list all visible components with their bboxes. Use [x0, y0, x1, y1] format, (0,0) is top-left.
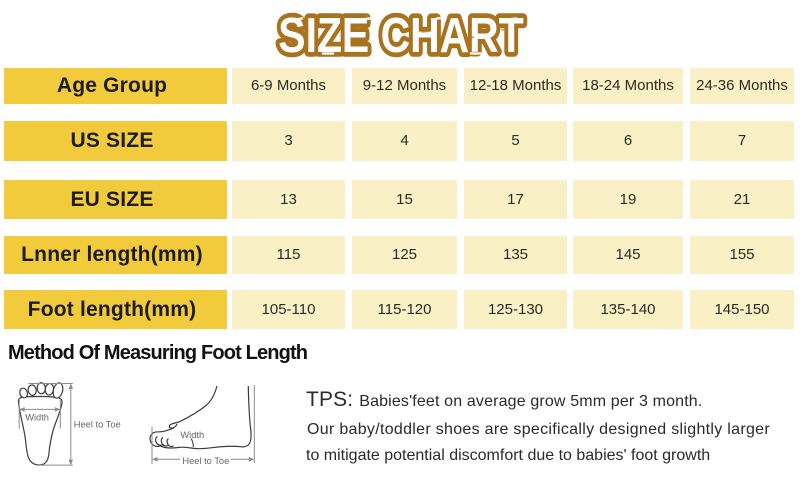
svg-text:SIZE CHART: SIZE CHART	[278, 7, 524, 62]
svg-text:Heel to Toe: Heel to Toe	[182, 456, 229, 466]
svg-text:Width: Width	[25, 413, 49, 423]
svg-text:Width: Width	[180, 430, 204, 440]
svg-text:Heel to Toe: Heel to Toe	[74, 420, 121, 430]
